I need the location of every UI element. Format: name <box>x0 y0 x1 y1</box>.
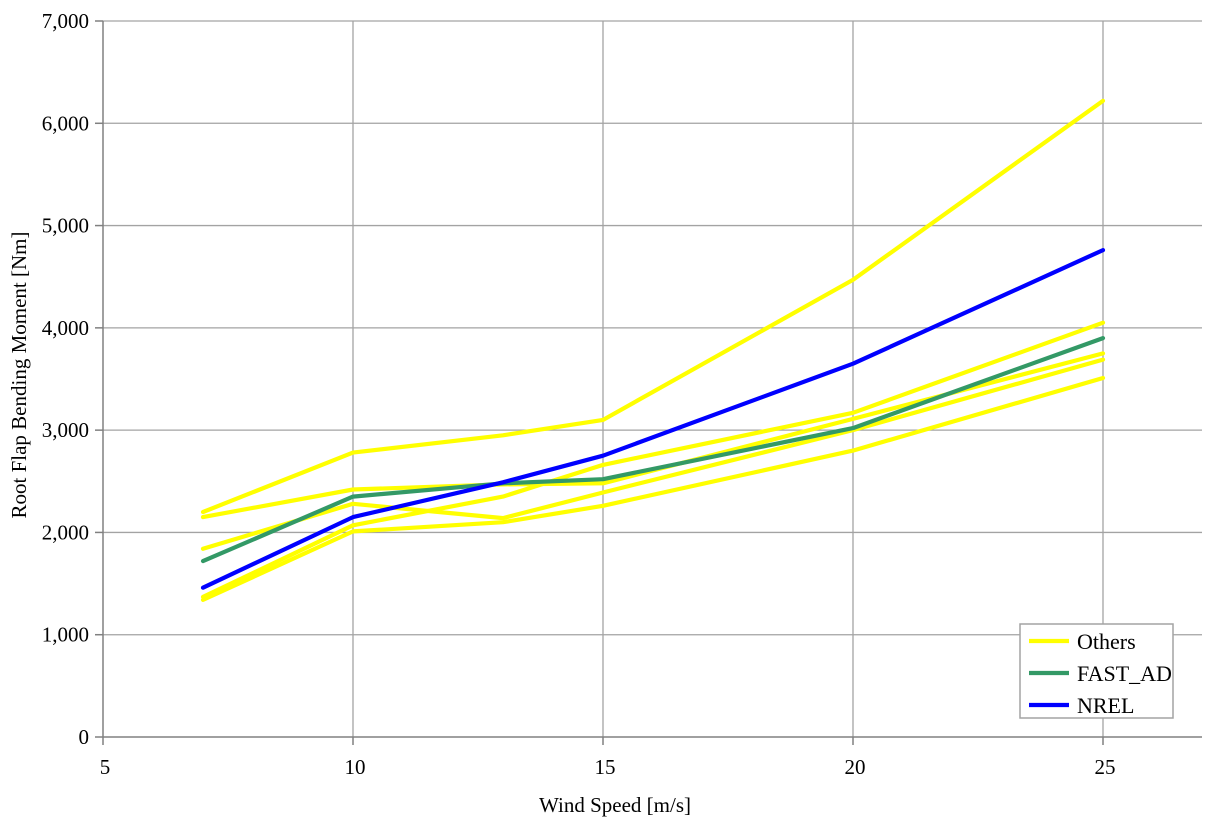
tick-labels-group: 0 1,000 2,000 3,000 4,000 5,000 6,000 7,000 5 10 1… <box>42 9 1116 779</box>
x-tick-label: 20 <box>845 755 866 779</box>
legend-item-fast-ad: FAST_AD <box>1029 661 1172 686</box>
axes-group <box>95 20 1202 745</box>
y-tick-label: 7,000 <box>42 9 89 33</box>
gridlines-group <box>103 20 1202 737</box>
series-line-others <box>200 375 1106 603</box>
y-tick-label: 3,000 <box>42 418 89 442</box>
x-axis-title: Wind Speed [m/s] <box>539 793 691 817</box>
y-tick-label: 0 <box>79 725 90 749</box>
x-tick-label: 15 <box>595 755 616 779</box>
legend-label-nrel: NREL <box>1077 693 1134 718</box>
legend-item-others: Others <box>1029 629 1136 654</box>
series-line-others <box>200 357 1106 551</box>
legend-label-fast-ad: FAST_AD <box>1077 661 1172 686</box>
x-tick-label: 5 <box>100 755 111 779</box>
y-tick-label: 2,000 <box>42 520 89 544</box>
legend: Others FAST_AD NREL <box>1019 623 1174 719</box>
series-line-others <box>200 98 1106 515</box>
y-tick-label: 6,000 <box>42 111 89 135</box>
y-tick-label: 4,000 <box>42 316 89 340</box>
y-tick-label: 1,000 <box>42 623 89 647</box>
series-line-others <box>200 351 1106 520</box>
series-line-nrel <box>200 248 1106 590</box>
y-axis-title: Root Flap Bending Moment [Nm] <box>7 232 31 519</box>
series-lines-group <box>200 98 1106 603</box>
legend-item-nrel: NREL <box>1029 693 1134 718</box>
x-tick-label: 10 <box>345 755 366 779</box>
legend-label-others: Others <box>1077 629 1136 654</box>
x-tick-label: 25 <box>1095 755 1116 779</box>
y-tick-label: 5,000 <box>42 214 89 238</box>
series-line-fast_ad <box>200 336 1106 564</box>
